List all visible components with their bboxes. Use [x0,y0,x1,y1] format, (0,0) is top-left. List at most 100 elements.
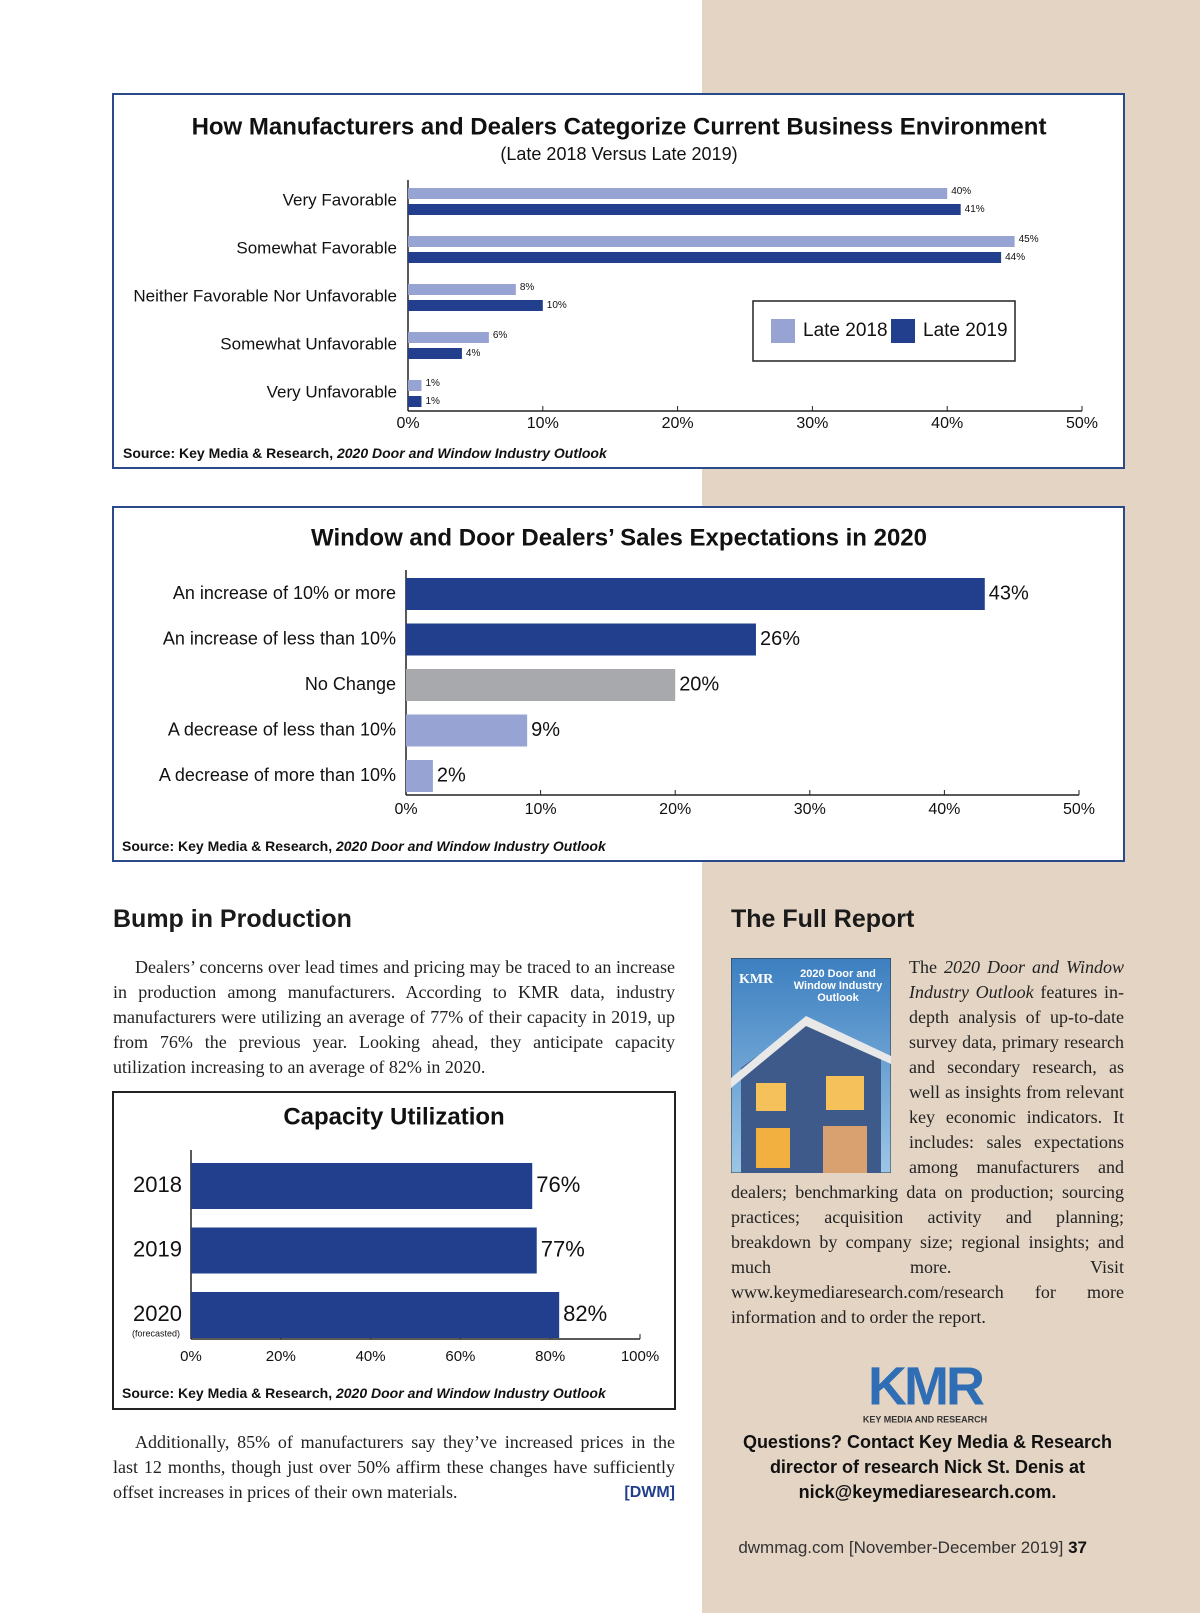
category-label: An increase of 10% or more [173,583,396,603]
value-label: 2% [437,764,466,786]
source-work: 2020 Door and Window Industry Outlook [335,838,607,854]
legend-swatch [771,319,795,343]
category-label: 2020 [133,1301,182,1326]
category-label: A decrease of more than 10% [159,765,396,785]
legend-swatch [891,319,915,343]
bar [408,300,543,311]
source-text: Source: Key Media & Research, [122,838,336,854]
report-cover: KMR 2020 Door and Window Industry Outloo… [731,958,891,1173]
value-label: 82% [563,1301,607,1326]
category-label: Somewhat Unfavorable [220,334,397,353]
footer-issue: [November-December 2019] [848,1538,1064,1557]
value-label: 26% [760,628,800,650]
bar [408,188,948,199]
legend-label: Late 2019 [923,320,1008,341]
category-label: Very Unfavorable [267,382,397,401]
x-tick-label: 0% [394,801,417,818]
cover-window [826,1076,864,1110]
sidebar-heading: The Full Report [731,905,915,933]
footer: dwmmag.com [November-December 2019] 37 [738,1538,1087,1558]
value-label: 6% [493,330,508,341]
category-label: Somewhat Favorable [236,238,397,257]
source-text: Source: Key Media & Research, [123,445,337,461]
category-label: 2018 [133,1172,182,1197]
page-number: 37 [1068,1538,1087,1557]
chart-source: Source: Key Media & Research, 2020 Door … [122,838,607,854]
bar [191,1163,533,1209]
article-heading: Bump in Production [113,905,352,933]
cover-title: 2020 Door and Window Industry Outlook [793,968,883,1004]
bar [408,396,422,407]
bar [406,669,676,701]
source-text: Source: Key Media & Research, [122,1385,336,1401]
article-text: Additionally, 85% of manufacturers say t… [113,1432,675,1502]
x-tick-label: 10% [525,801,557,818]
bar [191,1227,537,1274]
source-work: 2020 Door and Window Industry Outlook [335,1385,607,1401]
value-label: 45% [1019,234,1039,245]
x-tick-label: 40% [928,801,960,818]
bar [408,348,462,359]
chart-title: Capacity Utilization [283,1103,504,1130]
x-tick-label: 50% [1063,801,1095,818]
chart-subtitle: (Late 2018 Versus Late 2019) [500,144,737,164]
x-tick-label: 20% [659,801,691,818]
bar [406,623,756,656]
bar [408,252,1002,263]
chart-source: Source: Key Media & Research, 2020 Door … [122,1385,607,1401]
legend-label: Late 2018 [803,320,888,341]
logo-mark: KMR [868,1356,984,1416]
chart-frame [112,93,1125,469]
x-tick-label: 10% [527,415,559,432]
bar [406,578,985,610]
chart-title: How Manufacturers and Dealers Categorize… [192,113,1047,140]
bar [191,1292,560,1338]
bar [406,760,433,792]
sidebar-text: The [909,957,944,977]
bar [408,284,516,295]
category-label: A decrease of less than 10% [168,719,396,739]
bar [408,332,489,343]
value-label: 20% [679,673,719,695]
x-tick-label: 20% [266,1348,296,1365]
bar [406,714,528,747]
value-label: 76% [536,1172,580,1197]
value-label: 1% [425,396,440,407]
x-tick-label: 40% [356,1348,386,1365]
logo-name: KEY MEDIA AND RESEARCH [863,1414,987,1424]
value-label: 9% [531,719,560,741]
cover-logo: KMR [739,972,774,987]
footer-site: dwmmag.com [738,1538,845,1557]
x-tick-label: 30% [796,415,828,432]
value-label: 44% [1005,252,1025,263]
category-label: No Change [305,674,396,694]
category-label: Very Favorable [283,190,397,209]
category-label: An increase of less than 10% [163,628,396,648]
x-tick-label: 40% [931,415,963,432]
value-label: 41% [965,204,985,215]
sidebar-paragraph: KMR 2020 Door and Window Industry Outloo… [731,955,1124,1330]
legend-box [752,300,1016,362]
sidebar-text: features in-depth analysis of up-to-date… [731,982,1124,1327]
cover-roof [731,1016,891,1088]
article-paragraph: Additionally, 85% of manufacturers say t… [113,1430,675,1505]
value-label: 10% [547,300,567,311]
value-label: 77% [541,1236,585,1261]
value-label: 4% [466,348,481,359]
cover-window [756,1128,790,1168]
x-tick-label: 30% [794,801,826,818]
x-tick-label: 0% [396,415,419,432]
value-label: 1% [425,378,440,389]
value-label: 8% [520,282,535,293]
bar [408,204,961,215]
contact: Questions? Contact Key Media & Research … [742,1432,1113,1502]
x-tick-label: 0% [180,1348,202,1365]
x-tick-label: 60% [445,1348,475,1365]
cover-title-box: 2020 Door and Window Industry Outlook [793,968,883,1004]
value-label: 40% [951,186,971,197]
article-sign: [DWM] [624,1484,675,1501]
source-work: 2020 Door and Window Industry Outlook [336,445,608,461]
bar [408,380,422,391]
